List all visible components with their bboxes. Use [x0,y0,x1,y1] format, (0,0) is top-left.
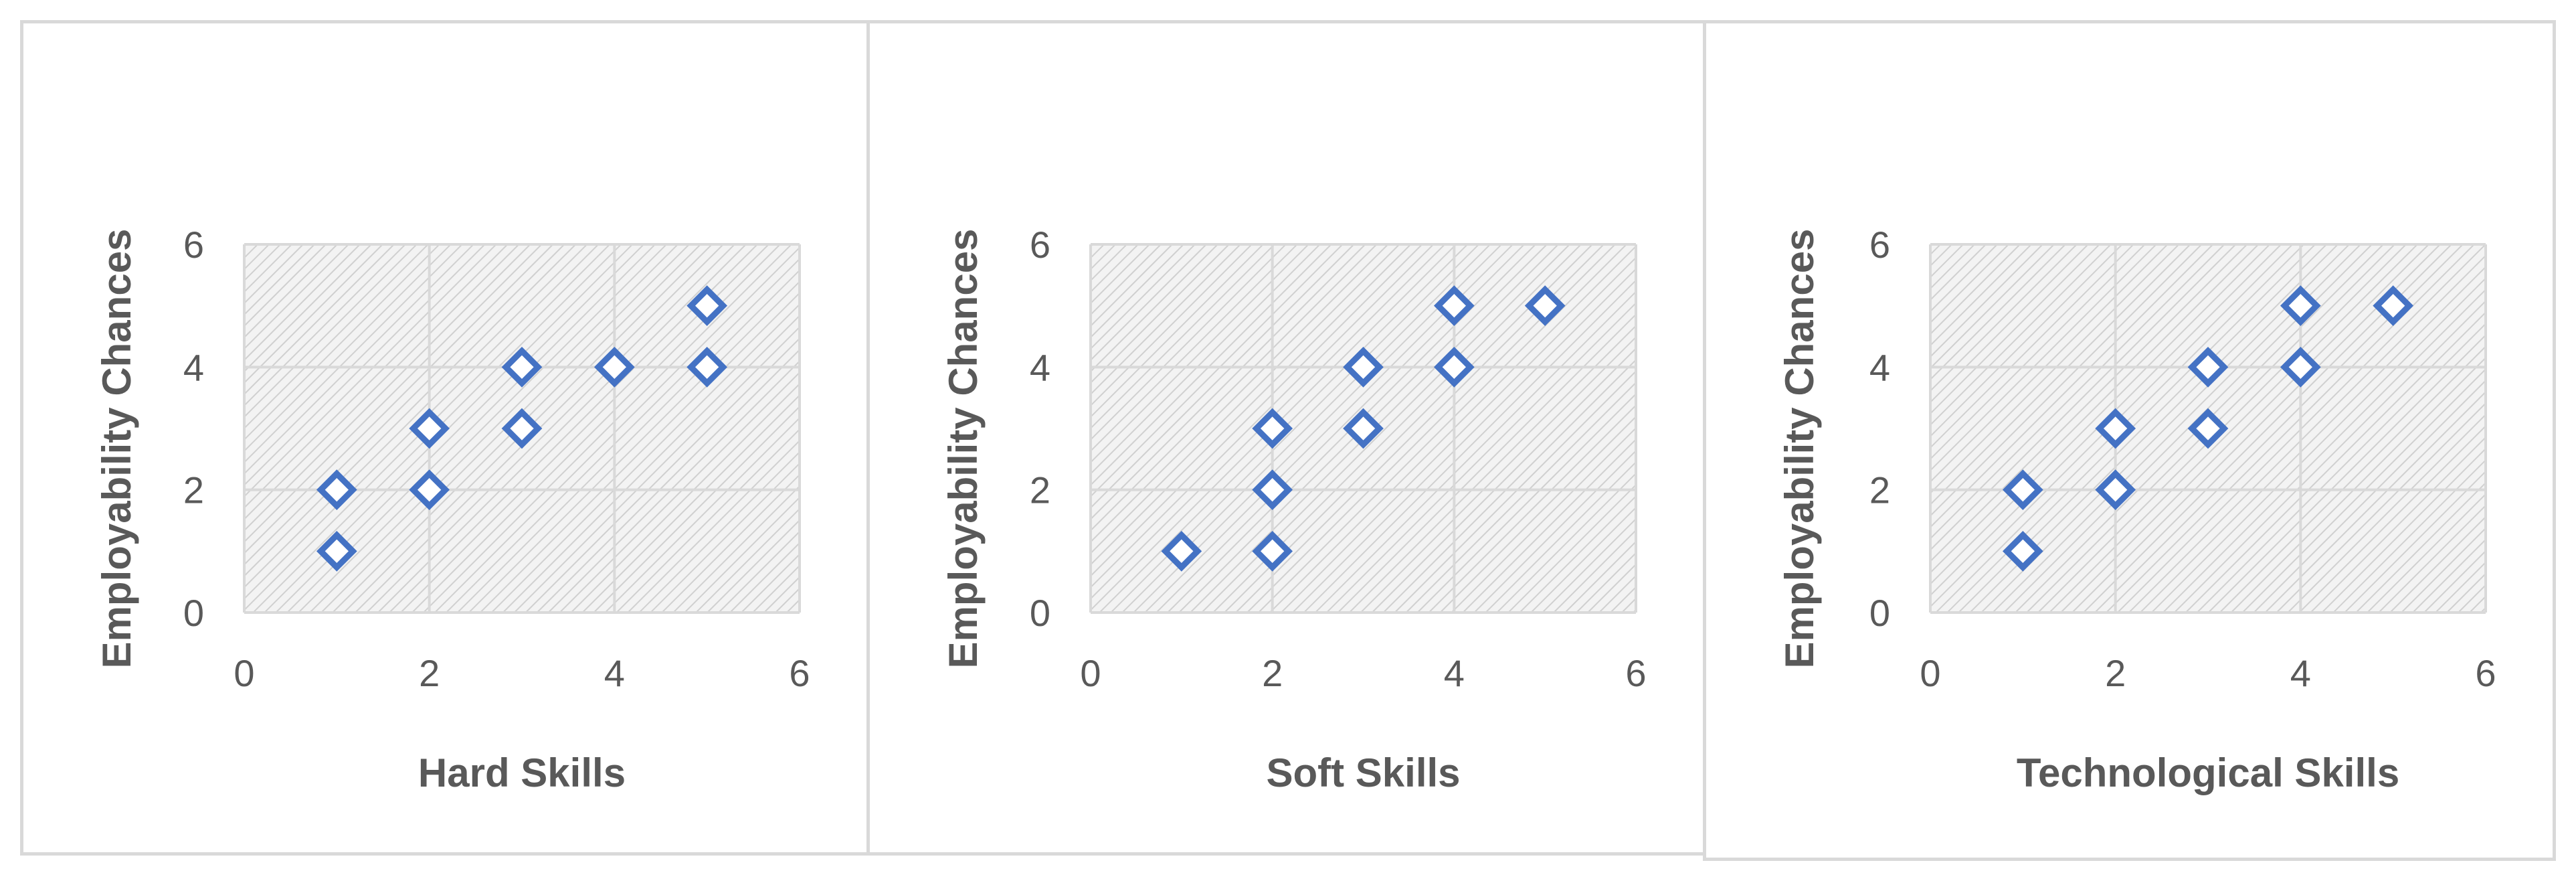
y-tick-label: 4 [183,346,204,388]
data-point [2187,408,2229,449]
y-tick-label: 6 [1030,224,1050,266]
y-tick-label: 4 [1030,346,1050,388]
data-point [1343,346,1384,388]
x-tick-label: 4 [2290,652,2311,694]
soft-skills-scatter-chart: 0 2 4 6 0 2 4 6 Soft Skills Employability Chances [941,224,1647,795]
technological-skills-chart-panel: 0 2 4 6 0 2 4 6 Technological Skills Employabilit… [1703,20,2556,861]
x-tick-label: 4 [1444,652,1465,694]
x-tick-label: 0 [1920,652,1940,694]
data-point [409,469,450,511]
x-tick-label: 2 [1262,652,1283,694]
data-point [316,469,357,511]
data-point [1433,346,1475,388]
data-point [2095,469,2136,511]
hard-skills-scatter-chart: 0 2 4 6 0 2 4 6 Hard Skills Employability Chances [94,224,810,795]
hard-skills-chart-panel: 0 2 4 6 0 2 4 6 Hard Skills Employability Chances [20,20,870,856]
y-axis-title: Employability Chances [1777,229,1822,669]
technological-skills-scatter-chart: 0 2 4 6 0 2 4 6 Technological Skills Employabilit… [1777,224,2496,795]
data-point [316,530,357,572]
y-tick-label: 2 [1030,469,1050,511]
data-point [1433,285,1475,327]
data-point [409,408,450,449]
x-axis-title: Hard Skills [418,750,626,795]
data-point [2002,530,2043,572]
x-tick-label: 6 [2475,652,2496,694]
y-tick-label: 6 [1869,224,1890,266]
y-tick-label: 2 [183,469,204,511]
y-tick-label: 2 [1869,469,1890,511]
x-tick-label: 4 [604,652,625,694]
x-tick-label: 2 [2105,652,2126,694]
data-point [2280,346,2321,388]
y-axis-title: Employability Chances [941,229,986,669]
data-point [686,285,728,327]
data-point [686,346,728,388]
y-tick-label: 6 [183,224,204,266]
x-axis-title: Soft Skills [1266,750,1460,795]
x-tick-label: 0 [1080,652,1101,694]
data-point [2002,469,2043,511]
y-tick-label: 0 [183,592,204,634]
data-point [501,346,543,388]
data-point [501,408,543,449]
data-point [1343,408,1384,449]
soft-skills-chart-panel: 0 2 4 6 0 2 4 6 Soft Skills Employability Chances [866,20,1706,856]
y-tick-label: 0 [1030,592,1050,634]
x-axis-title: Technological Skills [2017,750,2399,795]
y-tick-label: 0 [1869,592,1890,634]
data-point [2095,408,2136,449]
x-tick-label: 0 [234,652,254,694]
data-point [2187,346,2229,388]
x-tick-label: 6 [789,652,810,694]
data-point [1252,469,1293,511]
data-point [1252,408,1293,449]
x-tick-label: 6 [1625,652,1646,694]
data-point [2280,285,2321,327]
x-tick-label: 2 [419,652,440,694]
data-point [593,346,635,388]
data-point [2373,285,2414,327]
y-axis-title: Employability Chances [94,229,139,669]
data-point [1524,285,1566,327]
data-point [1252,530,1293,572]
data-point [1161,530,1202,572]
y-tick-label: 4 [1869,346,1890,388]
